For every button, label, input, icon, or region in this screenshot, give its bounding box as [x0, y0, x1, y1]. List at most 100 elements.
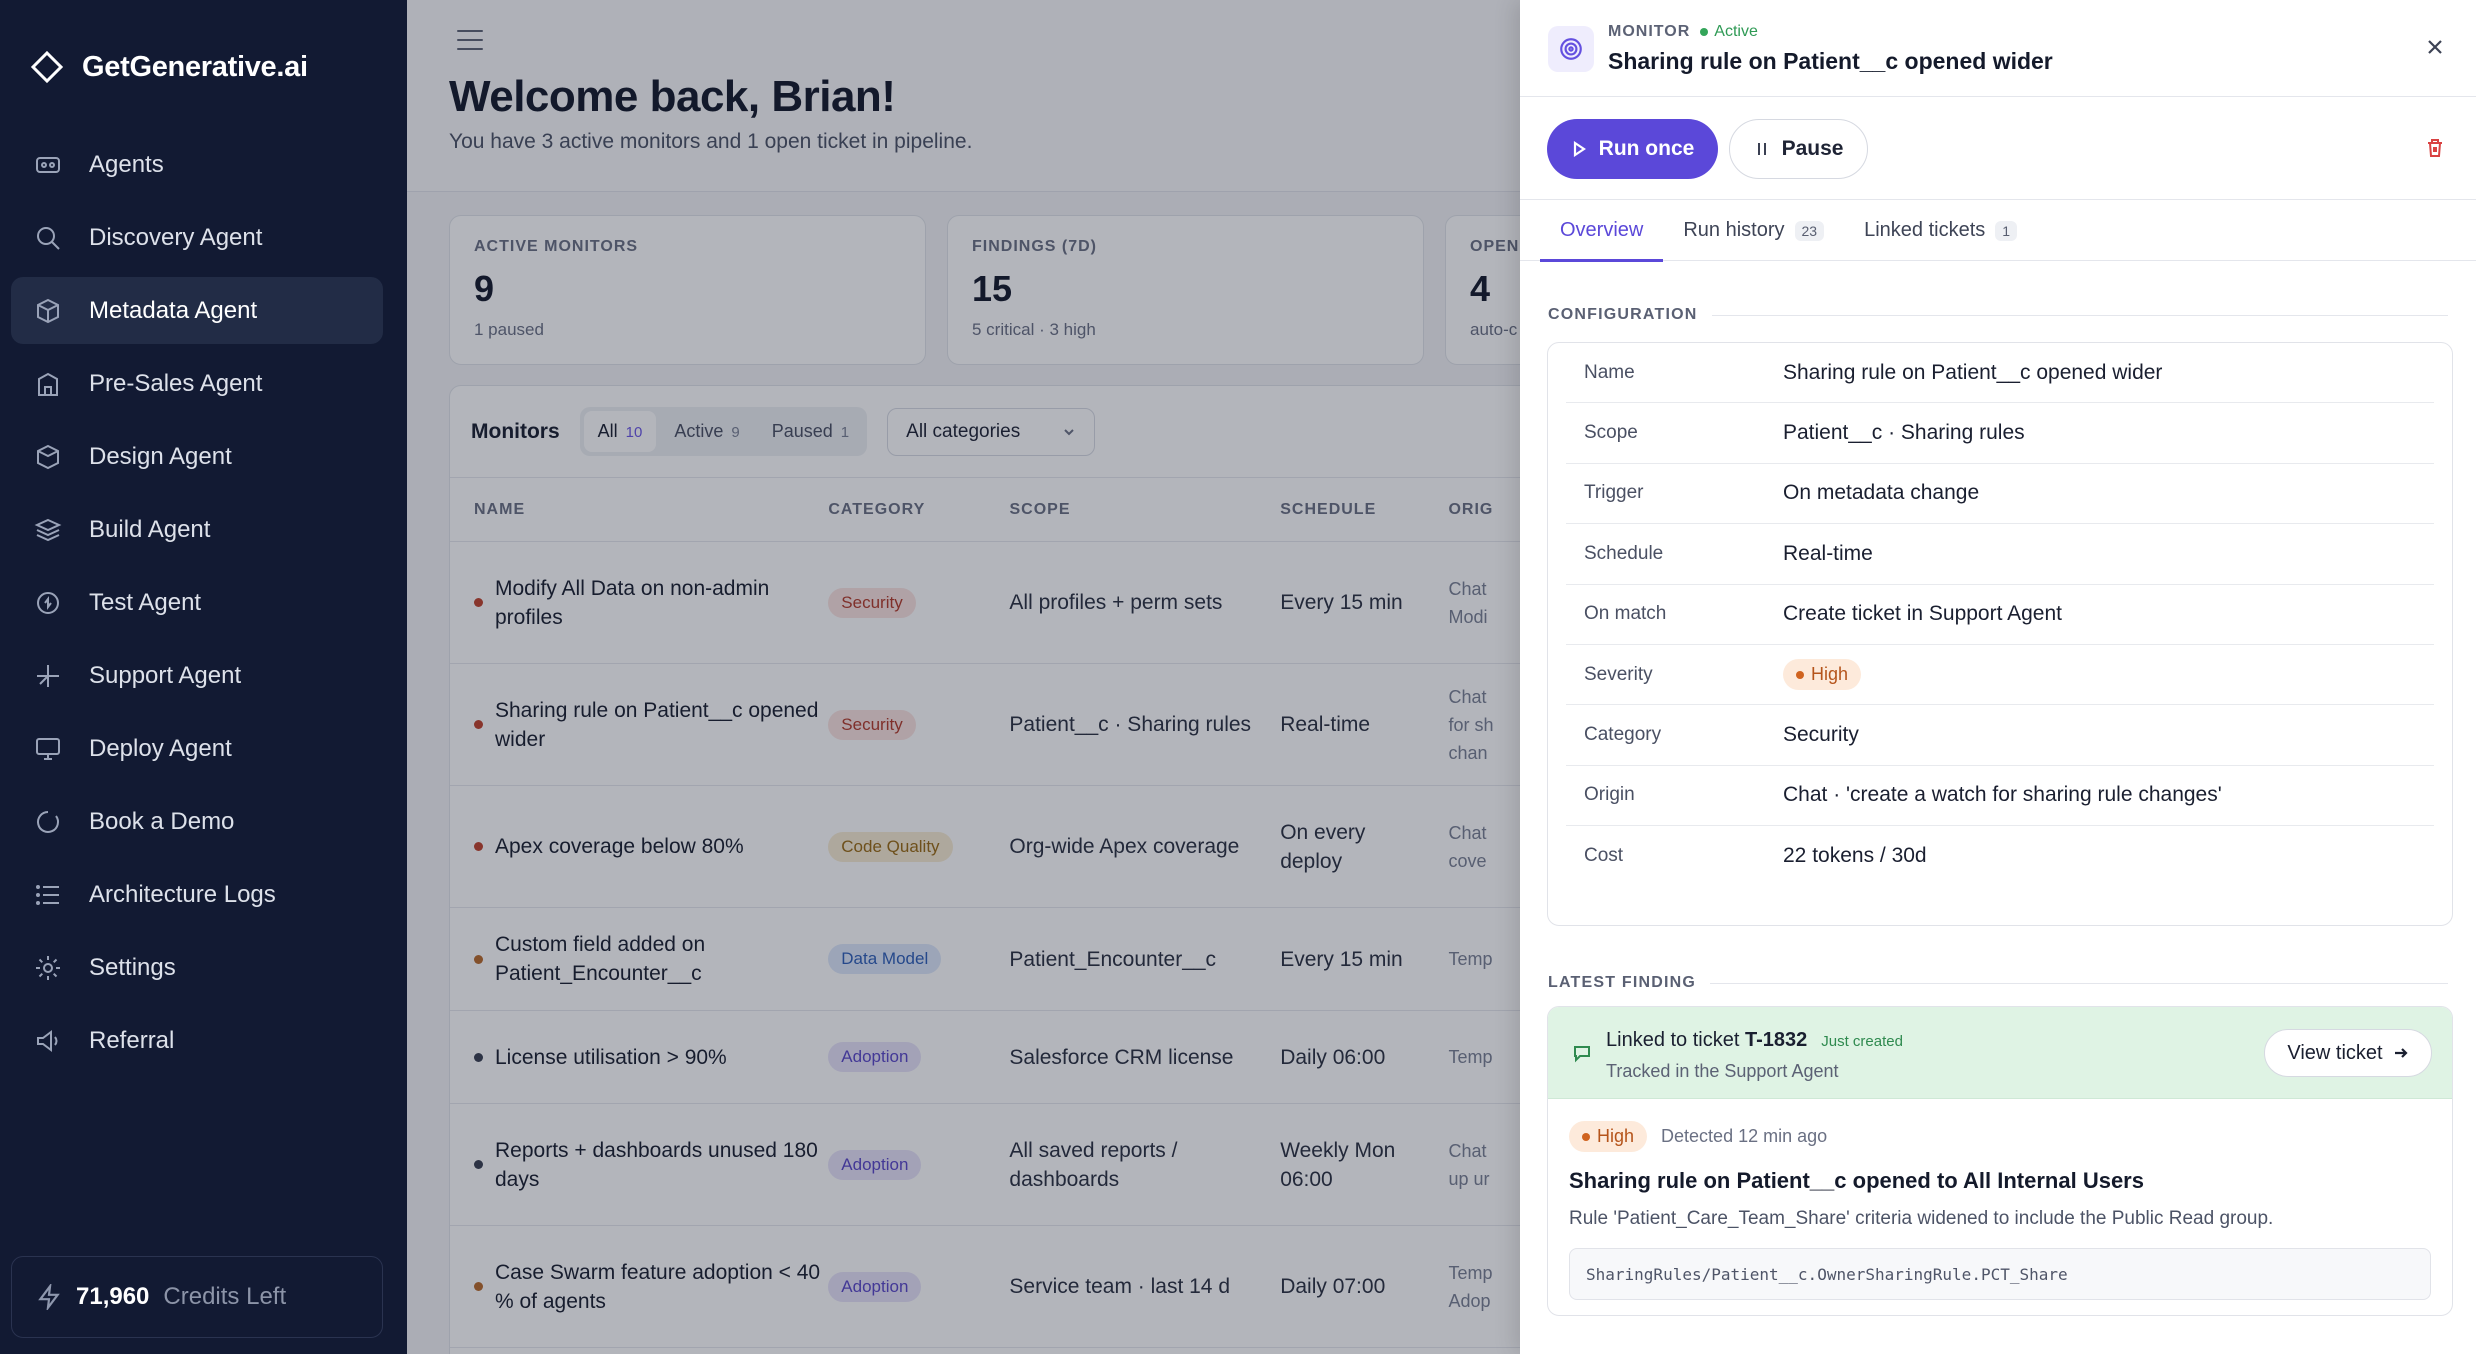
- run-once-label: Run once: [1598, 137, 1695, 160]
- sidebar-item-discovery-agent[interactable]: Discovery Agent: [11, 204, 383, 271]
- config-value: Patient__c · Sharing rules: [1783, 421, 2025, 445]
- brand[interactable]: GetGenerative.ai: [30, 50, 308, 84]
- finding-body: High Detected 12 min ago Sharing rule on…: [1548, 1099, 2452, 1315]
- sidebar-item-support-agent[interactable]: Support Agent: [11, 642, 383, 709]
- cell-scope: Patient__c · Sharing rules: [1009, 713, 1252, 736]
- cell-origin: Chat for sh chan: [1448, 686, 1494, 763]
- brand-name: GetGenerative.ai: [82, 50, 308, 83]
- config-row-trigger: Trigger On metadata change: [1566, 464, 2434, 525]
- table-row[interactable]: Sharing rule on Patient__c opened wider S…: [450, 664, 1520, 786]
- sidebar-item-label: Test Agent: [89, 588, 202, 616]
- severity-dot: [1582, 1132, 1590, 1141]
- stat-card-findings: FINDINGS (7D) 15 5 critical · 3 high: [947, 215, 1424, 365]
- column-header-category[interactable]: CATEGORY: [828, 500, 926, 518]
- severity-dot: [474, 954, 483, 964]
- section-title-latest-finding: LATEST FINDING: [1548, 974, 2448, 992]
- column-header-scope[interactable]: SCOPE: [1009, 500, 1071, 518]
- stat-card-open: OPEN 4 auto-c: [1445, 215, 1520, 365]
- monitor-name: License utilisation > 90%: [495, 1045, 727, 1069]
- status-filter: All 10 Active 9 Paused 1: [579, 407, 868, 456]
- column-header-origin[interactable]: ORIG: [1448, 500, 1494, 518]
- test-icon: [33, 588, 63, 618]
- table-row[interactable]: Modify All Data on non-admin profiles Sec…: [450, 542, 1520, 664]
- cell-origin: Temp: [1448, 949, 1493, 969]
- config-value: Real-time: [1783, 541, 1873, 565]
- pause-label: Pause: [1781, 137, 1844, 160]
- pause-button[interactable]: Pause: [1729, 119, 1868, 179]
- config-row-scope: Scope Patient__c · Sharing rules: [1566, 403, 2434, 464]
- config-key: Origin: [1584, 784, 1635, 806]
- table-row[interactable]: License utilisation > 90% Adoption Salesfo…: [450, 1011, 1520, 1104]
- sidebar-item-settings[interactable]: Settings: [11, 934, 383, 1001]
- monitors-toolbar: Monitors All 10 Active 9 Paused 1 All categor…: [450, 386, 1520, 478]
- sidebar-item-deploy-agent[interactable]: Deploy Agent: [11, 715, 383, 782]
- tab-linked-tickets[interactable]: Linked tickets 1: [1844, 200, 2037, 261]
- config-key: Cost: [1584, 845, 1624, 867]
- cell-name: Reports + dashboards unused 180 days: [450, 1136, 828, 1194]
- severity-dot: [474, 598, 483, 607]
- cell-schedule: Every 15 min: [1280, 591, 1403, 614]
- monitors-table: Monitors All 10 Active 9 Paused 1 All categor…: [449, 385, 1520, 1354]
- sidebar-item-label: Architecture Logs: [89, 880, 276, 908]
- category-select[interactable]: All categories: [887, 407, 1096, 456]
- table-row[interactable]: Reports + dashboards unused 180 days Adop…: [450, 1104, 1520, 1226]
- logo-icon: [30, 50, 64, 84]
- sidebar-item-build-agent[interactable]: Build Agent: [11, 496, 383, 563]
- config-key: Category: [1584, 724, 1662, 746]
- severity-label: High: [1597, 1126, 1635, 1146]
- filter-paused[interactable]: Paused 1: [758, 411, 863, 452]
- close-button[interactable]: [2424, 36, 2446, 58]
- cell-schedule: Every 15 min: [1280, 947, 1403, 971]
- cell-name: License utilisation > 90%: [450, 1043, 828, 1072]
- table-row[interactable]: Custom field added on Patient_Encounter_…: [450, 908, 1520, 1011]
- run-once-button[interactable]: Run once: [1547, 119, 1718, 179]
- filter-label: Paused: [771, 421, 833, 441]
- filter-count: 9: [731, 424, 740, 441]
- config-key: Trigger: [1584, 482, 1644, 504]
- sidebar-item-label: Pre-Sales Agent: [89, 369, 263, 397]
- cell-origin: Temp Adop: [1448, 1262, 1493, 1311]
- sidebar-item-pre-sales-agent[interactable]: Pre-Sales Agent: [11, 350, 383, 417]
- stat-sub: auto-c: [1470, 320, 1518, 339]
- severity-badge: High: [1569, 1121, 1648, 1152]
- cell-schedule: Daily 07:00: [1280, 1275, 1386, 1298]
- delete-button[interactable]: [2424, 137, 2446, 159]
- sidebar-item-referral[interactable]: Referral: [11, 1007, 383, 1074]
- demo-icon: [33, 807, 63, 837]
- column-header-schedule[interactable]: SCHEDULE: [1280, 500, 1377, 518]
- ticket-id: T-1832: [1744, 1029, 1808, 1051]
- monitor-name: Case Swarm feature adoption < 40 % of ag…: [495, 1260, 821, 1313]
- sidebar-item-design-agent[interactable]: Design Agent: [11, 423, 383, 490]
- monitors-title: Monitors: [471, 419, 560, 443]
- linked-ticket-line: Linked to ticket T-1832 Just created: [1606, 1029, 1903, 1052]
- modal-backdrop[interactable]: [407, 0, 1520, 1354]
- cell-category: Adoption: [828, 1042, 1009, 1072]
- filter-active[interactable]: Active 9: [660, 411, 753, 452]
- support-icon: [33, 661, 63, 691]
- sidebar-item-agents[interactable]: Agents: [11, 131, 383, 198]
- cell-name: Custom field added on Patient_Encounter_…: [450, 930, 828, 988]
- table-row[interactable]: Case Swarm feature adoption < 40 % of ag…: [450, 1226, 1520, 1348]
- menu-icon[interactable]: [457, 30, 483, 52]
- column-header-name[interactable]: NAME: [474, 500, 526, 518]
- tab-overview[interactable]: Overview: [1540, 200, 1664, 262]
- monitor-name: Sharing rule on Patient__c opened wider: [495, 698, 819, 751]
- cell-origin: Chat up ur: [1448, 1140, 1490, 1189]
- cell-scope: All profiles + perm sets: [1009, 591, 1223, 614]
- table-row[interactable]: Apex coverage below 80% Code Quality Org-w…: [450, 786, 1520, 908]
- monitor-detail-panel: MONITOR Active Sharing rule on Patient__…: [1520, 0, 2476, 1354]
- sidebar-item-label: Build Agent: [89, 515, 211, 543]
- tab-run-history[interactable]: Run history 23: [1663, 200, 1844, 261]
- status-dot: [1700, 28, 1709, 36]
- severity-dot: [474, 720, 483, 729]
- cell-schedule: Daily 06:00: [1280, 1045, 1386, 1069]
- sidebar-item-metadata-agent[interactable]: Metadata Agent: [11, 277, 383, 344]
- sidebar-item-book-a-demo[interactable]: Book a Demo: [11, 788, 383, 855]
- config-value: 22 tokens / 30d: [1783, 844, 1927, 868]
- view-ticket-button[interactable]: View ticket: [2264, 1029, 2432, 1077]
- sidebar-item-architecture-logs[interactable]: Architecture Logs: [11, 861, 383, 928]
- filter-all[interactable]: All 10: [583, 411, 657, 452]
- sidebar-item-test-agent[interactable]: Test Agent: [11, 569, 383, 636]
- panel-kicker-label: MONITOR: [1608, 23, 1691, 40]
- category-badge: Security: [828, 587, 916, 618]
